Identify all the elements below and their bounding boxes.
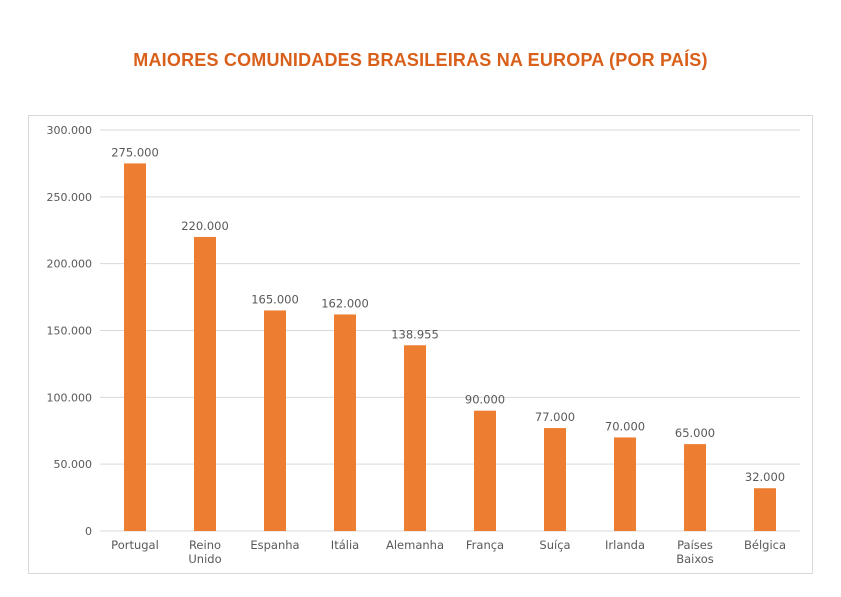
x-tick-label: França [466, 538, 504, 552]
x-tick-label: Suíça [539, 538, 570, 552]
bar [474, 410, 496, 531]
data-label: 165.000 [251, 292, 299, 306]
x-tick-label: Portugal [111, 538, 159, 552]
data-label: 220.000 [181, 219, 229, 233]
data-label: 90.000 [465, 393, 505, 407]
bar [754, 488, 776, 531]
bar [404, 345, 426, 531]
chart-title: MAIORES COMUNIDADES BRASILEIRAS NA EUROP… [133, 50, 708, 70]
data-label: 162.000 [321, 296, 369, 310]
bar [194, 236, 216, 531]
bar [264, 310, 286, 531]
bar [334, 314, 356, 531]
data-label: 65.000 [675, 426, 715, 440]
x-tick-label: Alemanha [386, 538, 444, 552]
y-tick-label: 150.000 [47, 325, 93, 338]
data-label: 138.955 [391, 327, 439, 341]
x-tick-label: Irlanda [605, 538, 645, 552]
y-tick-label: 250.000 [47, 191, 93, 204]
bar [124, 163, 146, 531]
bar [614, 437, 636, 531]
data-label: 70.000 [605, 419, 645, 433]
y-tick-label: 50.000 [54, 458, 93, 471]
x-tick-label: Reino Unido [188, 538, 221, 566]
y-tick-label: 200.000 [47, 258, 93, 271]
bar [684, 444, 706, 531]
x-tick-label: Países Baixos [676, 538, 714, 566]
bar [544, 428, 566, 531]
y-tick-label: 100.000 [47, 391, 93, 404]
x-tick-label: Bélgica [744, 538, 786, 552]
x-tick-label: Espanha [250, 538, 299, 552]
y-tick-label: 300.000 [47, 124, 93, 137]
data-label: 275.000 [111, 145, 159, 159]
y-tick-label: 0 [85, 525, 92, 538]
data-label: 77.000 [535, 410, 575, 424]
chart-frame [28, 115, 813, 574]
data-label: 32.000 [745, 470, 785, 484]
x-tick-label: Itália [331, 538, 359, 552]
